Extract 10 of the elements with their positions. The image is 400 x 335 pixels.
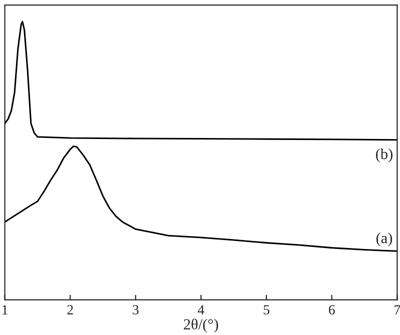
x-tick-label: 5 [264,305,270,314]
annotation: (a) [376,232,392,246]
x-tick-label: 4 [198,305,204,314]
annotation: (b) [376,148,392,162]
x-tick-label: 6 [328,305,335,314]
x-tick-label: 3 [132,305,139,314]
x-tick-label: 1 [2,305,8,314]
x-tick-label: 7 [394,305,400,314]
x-axis-title: 2θ/(°) [184,318,218,333]
x-tick-label: 2 [67,305,73,314]
